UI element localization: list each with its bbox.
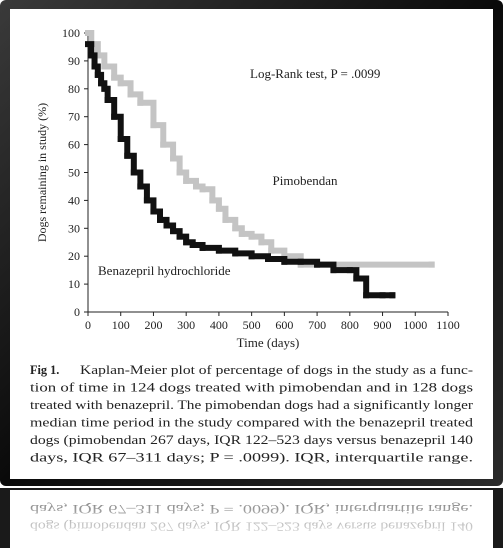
y-tick-label: 20 [68, 249, 80, 263]
km-step [117, 136, 131, 159]
y-tick-label: 10 [68, 277, 80, 291]
km-step [101, 63, 118, 81]
caption-line: median time period in the study compared… [30, 416, 473, 430]
km-step [85, 30, 95, 48]
y-tick-label: 80 [68, 82, 80, 96]
y-tick-label: 90 [68, 54, 80, 68]
x-tick-label: 700 [308, 318, 326, 332]
y-tick-label: 0 [74, 305, 80, 319]
km-step [215, 205, 229, 223]
x-tick-label: 300 [177, 318, 195, 332]
x-tick-label: 600 [275, 318, 293, 332]
km-step [101, 85, 111, 103]
km-step [88, 52, 98, 70]
km-step [130, 169, 144, 190]
y-tick-label: 40 [68, 193, 80, 207]
y-tick-label: 70 [68, 110, 80, 124]
x-tick-label: 100 [112, 318, 130, 332]
y-tick-label: 100 [62, 26, 80, 40]
km-step [111, 113, 124, 143]
x-axis-label: Time (days) [237, 335, 300, 350]
x-tick-label: 1100 [436, 318, 460, 332]
km-step [137, 183, 150, 204]
caption-label: Fig 1. [30, 363, 59, 377]
km-step [124, 152, 137, 176]
caption-line: Kaplan-Meier plot of percentage of dogs … [80, 363, 473, 377]
km-step [160, 141, 177, 162]
km-step [85, 41, 95, 59]
y-tick-label: 30 [68, 221, 80, 235]
km-step [143, 197, 157, 215]
caption-line: tion of time in 124 dogs treated with pi… [30, 381, 473, 395]
km-step [104, 96, 118, 120]
km-step [137, 99, 157, 129]
series-label: Pimobendan [273, 173, 338, 188]
y-tick-label: 60 [68, 138, 80, 152]
caption-line: dogs (pimobendan 267 days, IQR 122–523 d… [30, 433, 473, 447]
km-step [117, 80, 134, 98]
km-step [170, 155, 183, 176]
y-tick-label: 50 [68, 166, 80, 180]
km-step [359, 275, 370, 299]
km-step [150, 122, 167, 148]
x-tick-label: 0 [85, 318, 91, 332]
caption: Fig 1. Kaplan-Meier plot of percentage of… [30, 363, 473, 465]
x-tick-label: 400 [210, 318, 228, 332]
caption-line: treated with benazepril. The pimobendan … [30, 398, 473, 412]
y-axis-label: Dogs remaining in study (%) [35, 103, 49, 242]
plot: 0 100 200 300 400 500 600 700 800 900 1000 1100 0 10 2… [35, 26, 460, 350]
panel [10, 9, 493, 479]
reflection-fade [10, 490, 493, 548]
x-tick-label: 500 [243, 318, 261, 332]
series-label: Benazepril hydrochloride [98, 263, 231, 278]
km-step [94, 52, 108, 70]
x-tick-label: 1000 [403, 318, 427, 332]
x-tick-label: 800 [341, 318, 359, 332]
x-tick-label: 900 [374, 318, 392, 332]
caption-line: days, IQR 67–311 days; P = .0099). IQR, … [30, 451, 473, 465]
x-tick-label: 200 [144, 318, 162, 332]
km-step [199, 186, 216, 204]
annotation: Log-Rank test, P = .0099 [250, 66, 380, 81]
